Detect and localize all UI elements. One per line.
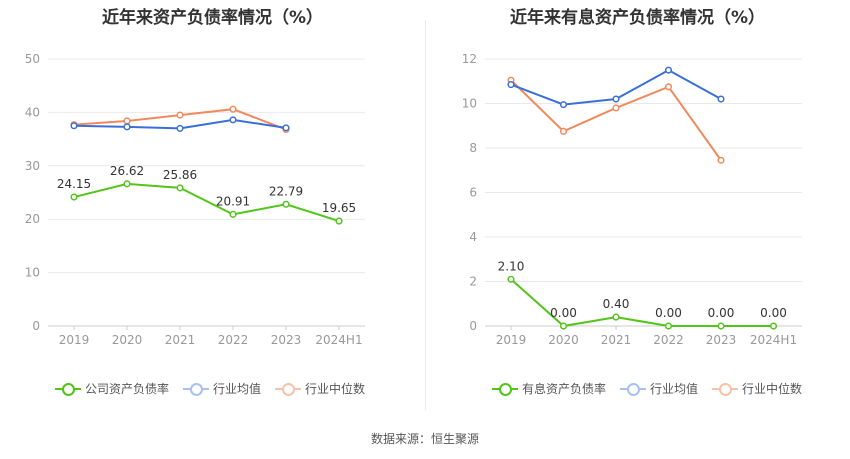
left-chart-plot: 0 10 20 30 40 50 2019 2020 2021 2022 2023 2024H1 24.… [25,52,365,347]
y-tick-label: 0 [32,319,40,333]
data-point [612,104,620,112]
legend-blue-marker-icon [620,382,647,396]
data-label: 0.00 [655,306,682,320]
y-tick-label: 0 [469,319,477,333]
data-label: 22.79 [269,184,303,198]
legend-item-industry-median[interactable]: 行业中位数 [712,380,802,397]
x-tick-label: 2019 [496,333,527,347]
data-label: 24.15 [57,177,91,191]
legend-item-industry-mean[interactable]: 行业均值 [620,380,698,397]
data-point [123,117,131,125]
data-point [507,76,515,84]
x-tick-label: 2024H1 [315,333,362,347]
data-point [664,322,673,330]
series-line-1 [510,68,722,106]
data-label: 26.62 [110,164,144,178]
left-chart-title: 近年来资产负债率情况（%） [101,8,324,28]
data-point [176,111,184,119]
y-tick-label: 12 [462,52,477,66]
series-line-0 [510,278,774,328]
legend-label: 公司资产负债率 [85,382,170,396]
x-tick-label: 2022 [653,333,684,347]
data-point [229,210,237,218]
data-point [717,95,725,103]
x-tick-label: 2021 [165,333,196,347]
legend-orange-marker-icon [275,382,302,396]
legend-item-industry-median[interactable]: 行业中位数 [275,380,365,397]
x-tick-label: 2019 [59,333,90,347]
x-tick-label: 2022 [218,333,249,347]
y-tick-label: 30 [25,159,40,173]
legend-blue-marker-icon [183,382,210,396]
data-label: 0.00 [760,306,787,320]
data-point [123,123,131,131]
legend-orange-marker-icon [712,382,739,396]
legend-green-marker-icon [492,382,518,396]
data-point [176,124,184,132]
series-line-0 [73,182,340,223]
y-tick-label: 6 [469,186,477,200]
x-tick-label: 2024H1 [750,333,797,347]
legend-item-industry-mean[interactable]: 行业均值 [183,380,261,397]
data-point [507,81,515,89]
legend-item-interest-debt-ratio[interactable]: 有息资产负债率 [492,380,606,397]
data-label: 25.86 [163,168,197,182]
data-point [176,184,184,192]
data-point [282,200,290,208]
data-point [664,66,673,74]
data-source-note: 数据来源：恒生聚源 [370,432,479,446]
legend-label: 行业中位数 [742,382,803,396]
series-line-2 [510,79,722,161]
data-point [769,322,778,330]
y-tick-label: 40 [25,105,40,119]
legend-item-company-debt-ratio[interactable]: 公司资产负债率 [55,380,169,397]
right-chart-title: 近年来有息资产负债率情况（%） [509,8,766,28]
data-point [612,95,620,103]
data-point [717,156,725,164]
data-point [123,180,131,188]
data-point [229,116,237,124]
data-point [229,105,237,113]
right-chart-legend: 有息资产负债率 行业均值 行业中位数 [492,380,816,397]
y-tick-label: 50 [25,52,40,66]
left-chart-legend: 公司资产负债率 行业均值 行业中位数 [55,380,379,397]
y-tick-label: 10 [25,266,40,280]
x-tick-label: 2023 [271,333,302,347]
data-point [282,124,290,132]
data-point [70,193,78,201]
x-tick-label: 2020 [112,333,143,347]
legend-green-marker-icon [55,382,81,396]
legend-label: 行业均值 [650,382,699,396]
data-point [70,122,78,130]
legend-label: 行业中位数 [305,382,366,396]
y-tick-label: 2 [469,275,477,289]
y-tick-label: 4 [469,230,477,244]
legend-label: 行业均值 [213,382,262,396]
data-label: 2.10 [498,259,525,273]
data-point [507,275,515,283]
data-point [559,101,568,109]
y-tick-label: 20 [25,212,40,226]
data-label: 0.00 [708,306,735,320]
x-tick-label: 2020 [548,333,579,347]
data-label: 0.40 [603,297,630,311]
data-point [559,322,568,330]
data-label: 20.91 [216,194,250,208]
data-point [664,83,673,91]
data-label: 19.65 [322,201,356,215]
data-point [717,322,725,330]
x-tick-label: 2023 [706,333,737,347]
data-point [335,217,343,225]
data-point [612,313,620,321]
data-label: 0.00 [550,306,577,320]
y-tick-label: 8 [469,141,477,155]
data-point [559,127,568,135]
chart-divider [425,20,426,410]
y-tick-label: 10 [462,97,477,111]
x-tick-label: 2021 [601,333,632,347]
legend-label: 有息资产负债率 [522,382,607,396]
